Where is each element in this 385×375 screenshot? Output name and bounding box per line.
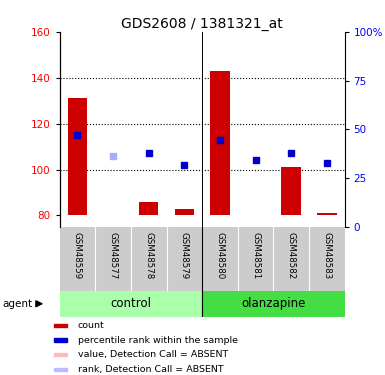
Text: percentile rank within the sample: percentile rank within the sample [77,336,238,345]
Title: GDS2608 / 1381321_at: GDS2608 / 1381321_at [121,17,283,31]
Bar [54,338,67,342]
Bar [202,291,362,317]
Bar [210,71,230,215]
Text: GSM48578: GSM48578 [144,232,153,279]
Bar [54,368,67,371]
Text: agent: agent [2,299,32,309]
Bar [139,202,159,215]
Text: control: control [110,297,151,310]
Text: GSM48583: GSM48583 [322,232,331,279]
Text: GSM48580: GSM48580 [216,232,224,279]
Text: GSM48581: GSM48581 [251,232,260,279]
Bar [54,353,67,356]
Text: count: count [77,321,104,330]
Bar [281,167,301,215]
Text: GSM48577: GSM48577 [109,232,117,279]
Bar [54,324,67,327]
Text: value, Detection Call = ABSENT: value, Detection Call = ABSENT [77,350,228,359]
Text: GSM48582: GSM48582 [287,232,296,279]
Bar [68,98,87,215]
Text: GSM48559: GSM48559 [73,232,82,279]
Text: rank, Detection Call = ABSENT: rank, Detection Call = ABSENT [77,365,223,374]
Bar [174,209,194,215]
Text: olanzapine: olanzapine [241,297,306,310]
Bar [317,213,336,215]
Text: GSM48579: GSM48579 [180,232,189,279]
Bar [60,291,202,317]
